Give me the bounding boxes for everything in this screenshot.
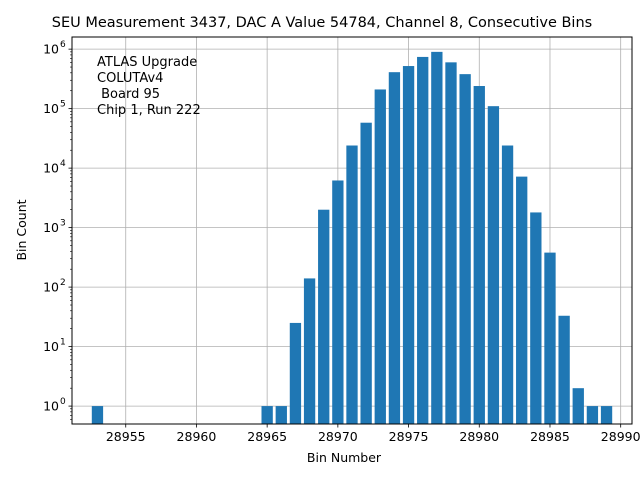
bar bbox=[530, 212, 542, 424]
bar bbox=[459, 74, 471, 424]
y-axis-label: Bin Count bbox=[14, 199, 29, 260]
bar bbox=[487, 106, 500, 425]
bars bbox=[91, 51, 613, 425]
x-tick-label: 28965 bbox=[247, 429, 287, 444]
bar bbox=[445, 62, 457, 425]
y-tick-label: 10 3 bbox=[43, 219, 66, 236]
y-tick-label-base: 10 bbox=[43, 220, 59, 235]
y-tick-label-base: 10 bbox=[43, 101, 59, 116]
y-tick-label: 10 4 bbox=[43, 159, 66, 176]
y-tick-label-base: 10 bbox=[43, 42, 59, 57]
bar bbox=[346, 145, 358, 424]
bar bbox=[417, 56, 429, 425]
x-axis-label: Bin Number bbox=[307, 450, 382, 465]
y-tick-label: 10 0 bbox=[43, 397, 66, 414]
y-tick-label: 10 5 bbox=[43, 100, 66, 117]
bar bbox=[261, 406, 273, 424]
y-tick-label-base: 10 bbox=[43, 339, 59, 354]
x-tick-label: 28975 bbox=[389, 429, 429, 444]
y-tick-label: 10 2 bbox=[43, 278, 66, 295]
bar bbox=[544, 252, 556, 424]
bar bbox=[332, 180, 344, 424]
annotation-line: COLUTAv4 bbox=[97, 71, 163, 86]
bar bbox=[516, 176, 528, 424]
y-tick-label-exponent: 6 bbox=[60, 40, 66, 50]
y-tick-label-exponent: 3 bbox=[60, 219, 66, 229]
x-tick-label: 28955 bbox=[106, 429, 146, 444]
annotation-line: Chip 1, Run 222 bbox=[97, 103, 201, 118]
y-tick-label-base: 10 bbox=[43, 161, 59, 176]
bar bbox=[501, 145, 514, 424]
bar bbox=[374, 89, 386, 424]
y-tick-label-exponent: 5 bbox=[60, 100, 66, 110]
bar bbox=[586, 406, 599, 424]
bar bbox=[360, 122, 372, 424]
x-axis-ticks: 28955 28960 28965 28970 28975 28980 28985 28990 bbox=[106, 424, 640, 444]
y-tick-label-base: 10 bbox=[43, 399, 59, 414]
bar bbox=[572, 388, 584, 424]
bar bbox=[431, 51, 443, 425]
bar bbox=[318, 209, 330, 424]
annotation-line: ATLAS Upgrade bbox=[97, 55, 197, 70]
x-tick-label: 28980 bbox=[459, 429, 499, 444]
y-tick-label-exponent: 4 bbox=[60, 159, 66, 169]
bar bbox=[275, 406, 287, 424]
x-tick-label: 28970 bbox=[318, 429, 358, 444]
bar bbox=[402, 66, 415, 425]
annotation-line: Board 95 bbox=[97, 87, 160, 102]
y-tick-label-exponent: 1 bbox=[60, 338, 66, 348]
bar bbox=[558, 315, 570, 424]
chart-title: SEU Measurement 3437, DAC A Value 54784,… bbox=[52, 15, 592, 31]
annotation: ATLAS Upgrade COLUTAv4 Board 95 Chip 1, … bbox=[97, 55, 201, 118]
y-tick-label-base: 10 bbox=[43, 280, 59, 295]
x-tick-label: 28985 bbox=[530, 429, 570, 444]
bar bbox=[91, 406, 104, 424]
bar bbox=[388, 72, 401, 424]
y-tick-label: 10 1 bbox=[43, 338, 66, 355]
x-tick-label: 28960 bbox=[177, 429, 217, 444]
y-tick-label-exponent: 0 bbox=[60, 397, 66, 407]
y-tick-label-exponent: 2 bbox=[60, 278, 66, 288]
bar bbox=[473, 86, 485, 424]
x-tick-label: 28990 bbox=[601, 429, 640, 444]
bar bbox=[303, 278, 316, 424]
y-tick-label: 10 6 bbox=[43, 40, 66, 57]
bar bbox=[289, 322, 302, 424]
bar bbox=[600, 406, 613, 424]
